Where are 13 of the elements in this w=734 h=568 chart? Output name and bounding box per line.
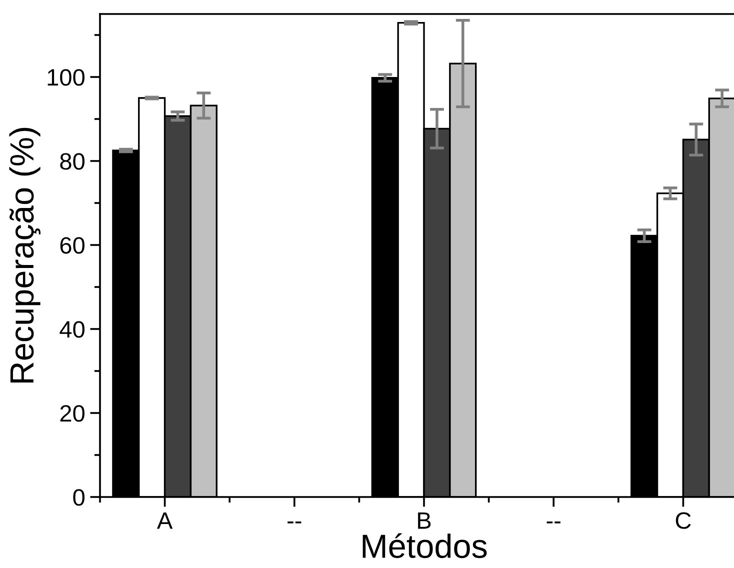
y-axis-title: Recuperação (%) xyxy=(9,128,40,382)
y-tick-label: 60 xyxy=(60,237,84,254)
y-tick-label: 40 xyxy=(60,321,84,338)
x-tick-label: -- xyxy=(288,522,302,524)
x-axis-title: Métodos xyxy=(362,533,487,558)
x-tick-label: A xyxy=(156,512,173,529)
y-tick-label: 20 xyxy=(60,405,84,422)
y-tick-label: 100 xyxy=(48,69,84,86)
y-tick-label: 0 xyxy=(73,489,84,506)
x-tick-label: C xyxy=(676,512,691,529)
x-tick-label: -- xyxy=(546,522,560,524)
x-tick-label: B xyxy=(418,512,431,529)
y-tick-label: 80 xyxy=(60,153,84,170)
